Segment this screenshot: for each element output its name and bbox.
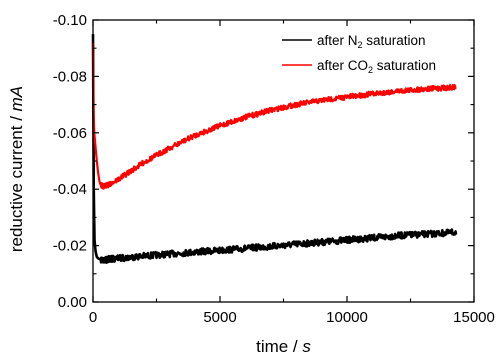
legend-label-co2-tail: saturation [373,58,436,73]
labels-layer: 0 5000 10000 15000 0.00 -0.02 -0.04 -0.06 -0.08 -… [53,12,495,326]
legend-label-n2-main: after N [317,33,358,48]
y-tick-label: -0.04 [53,181,87,198]
legend: after N2 saturation after CO2 saturation [282,33,436,75]
legend-label-n2-tail: saturation [363,33,426,48]
legend-label-co2-sub: 2 [368,65,373,75]
y-axis-title-text: reductive current / [7,111,26,252]
series-layer [91,34,458,264]
legend-label-co2: after CO2 saturation [317,58,436,75]
y-axis-title: reductive current / mA [7,86,26,252]
legend-label-n2-sub: 2 [358,40,363,50]
series-line-co2 [91,42,457,190]
y-axis-title-unit: mA [7,86,26,112]
x-axis-title-text: time / [256,337,302,356]
legend-label-co2-main: after CO [317,58,368,73]
y-tick-label: -0.10 [53,12,87,29]
y-tick-label: -0.02 [53,238,87,255]
x-tick-label: 15000 [453,309,495,326]
series-line-n2 [91,34,458,264]
y-tick-label: -0.08 [53,68,87,85]
legend-label-n2: after N2 saturation [317,33,426,50]
y-tick-label: 0.00 [58,294,87,311]
x-axis-title-unit: s [302,337,311,356]
x-tick-label: 10000 [326,309,368,326]
y-tick-label: -0.06 [53,125,87,142]
ticks-layer [92,19,475,303]
x-axis-title: time / s [256,337,311,356]
x-tick-label: 0 [89,309,97,326]
x-tick-label: 5000 [203,309,236,326]
